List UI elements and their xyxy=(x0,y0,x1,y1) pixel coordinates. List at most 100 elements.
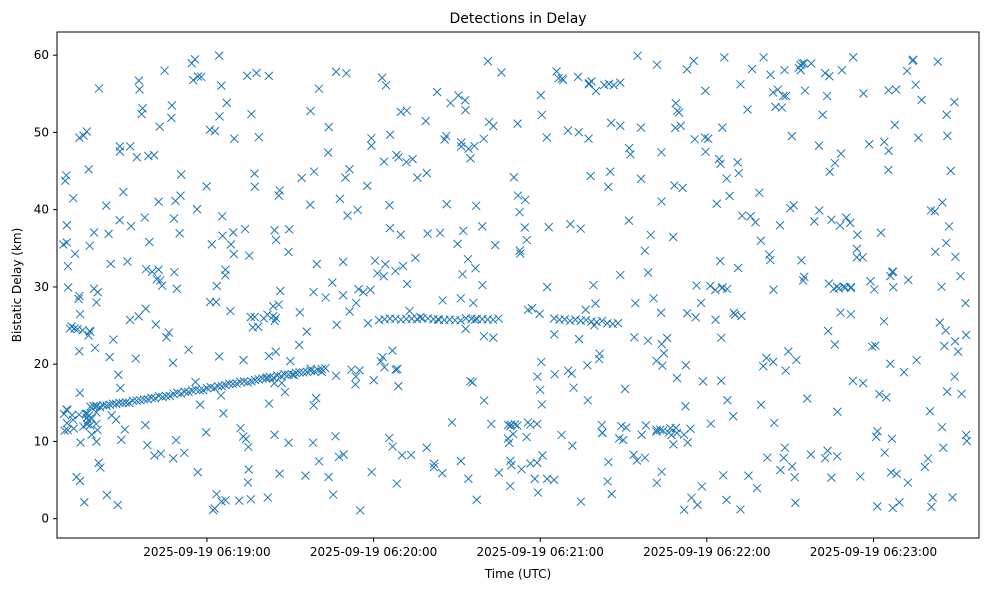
detection-point xyxy=(466,154,475,163)
detection-point xyxy=(672,106,682,116)
detection-point xyxy=(937,422,947,432)
detection-point xyxy=(402,106,412,115)
detection-point xyxy=(94,84,104,93)
detection-point xyxy=(780,65,789,75)
detection-point xyxy=(775,220,785,230)
detection-point xyxy=(762,353,771,363)
detection-point xyxy=(422,168,432,178)
detection-point xyxy=(406,450,416,460)
detection-point xyxy=(515,249,525,258)
detection-point xyxy=(855,472,865,481)
detection-point xyxy=(789,201,799,210)
detection-point xyxy=(236,423,245,433)
cluster-point xyxy=(584,78,594,88)
detection-point xyxy=(614,433,624,443)
detection-point xyxy=(408,154,417,164)
detection-point xyxy=(464,474,473,484)
detection-point xyxy=(806,450,816,459)
detection-point xyxy=(920,462,930,472)
detection-point xyxy=(172,284,182,294)
detection-point xyxy=(884,146,894,156)
detection-point xyxy=(454,90,463,100)
detection-point xyxy=(533,488,543,497)
detection-point xyxy=(646,230,656,240)
detection-point xyxy=(202,181,211,191)
detection-point xyxy=(308,438,318,448)
detection-point xyxy=(477,222,487,231)
detection-point xyxy=(151,320,161,329)
detection-point xyxy=(301,471,310,481)
detection-point xyxy=(569,383,579,393)
detection-point xyxy=(563,126,573,135)
y-tick-label: 0 xyxy=(41,512,49,526)
detection-point xyxy=(636,123,646,132)
detection-point xyxy=(150,451,159,460)
detection-point xyxy=(497,68,506,77)
detection-point xyxy=(141,264,151,274)
detection-point xyxy=(101,201,111,210)
detection-point xyxy=(783,347,793,356)
detection-point xyxy=(167,101,177,110)
detection-point xyxy=(141,420,150,430)
detection-point xyxy=(75,309,85,319)
detection-point xyxy=(140,213,150,222)
detection-point xyxy=(388,442,398,451)
detection-point xyxy=(392,150,401,160)
detection-point xyxy=(603,182,613,192)
detection-point xyxy=(871,432,881,442)
detection-point xyxy=(215,112,224,121)
detection-point xyxy=(657,339,667,349)
detection-point xyxy=(92,298,101,307)
detection-point xyxy=(899,367,909,377)
detection-point xyxy=(513,191,523,200)
cluster-point xyxy=(692,281,701,290)
track-point xyxy=(191,385,201,394)
detection-point xyxy=(74,346,84,356)
detection-point xyxy=(824,71,834,81)
detection-point xyxy=(725,191,734,201)
detection-point xyxy=(522,235,532,245)
track-point xyxy=(235,377,245,387)
cluster-point xyxy=(268,311,278,321)
detection-point xyxy=(162,332,171,342)
detection-point xyxy=(791,498,800,508)
detection-point xyxy=(463,254,473,264)
detection-point xyxy=(456,293,466,303)
detection-point xyxy=(289,370,299,380)
detection-point xyxy=(193,467,203,477)
detection-point xyxy=(852,253,862,262)
cluster-point xyxy=(616,421,626,431)
detection-point xyxy=(869,285,879,294)
detection-point xyxy=(217,81,226,90)
track-point xyxy=(549,314,559,323)
detection-point xyxy=(607,489,617,499)
detection-point xyxy=(717,123,727,132)
detection-point xyxy=(640,453,650,463)
detection-point xyxy=(440,135,449,144)
detection-point xyxy=(687,493,696,503)
track-point xyxy=(128,396,138,406)
detection-point xyxy=(891,85,901,94)
detection-point xyxy=(277,378,287,388)
detection-point xyxy=(74,294,83,304)
detection-point xyxy=(766,70,775,80)
detection-point xyxy=(961,330,971,340)
detection-point xyxy=(74,291,84,301)
x-tick-label: 2025-09-19 06:21:00 xyxy=(476,545,603,559)
detection-point xyxy=(825,167,835,177)
detection-point xyxy=(75,388,85,398)
detection-point xyxy=(848,52,858,62)
track-point xyxy=(172,388,182,398)
detection-point xyxy=(90,343,100,353)
detection-point xyxy=(942,387,952,396)
detection-point xyxy=(75,476,85,486)
cluster-point xyxy=(503,420,513,430)
track-point xyxy=(494,314,503,323)
detection-point xyxy=(550,369,560,379)
detection-point xyxy=(504,438,514,448)
detection-point xyxy=(672,373,682,383)
detection-point xyxy=(488,333,498,343)
detection-point xyxy=(759,52,768,62)
cluster-point xyxy=(710,285,720,295)
detection-point xyxy=(768,88,778,97)
